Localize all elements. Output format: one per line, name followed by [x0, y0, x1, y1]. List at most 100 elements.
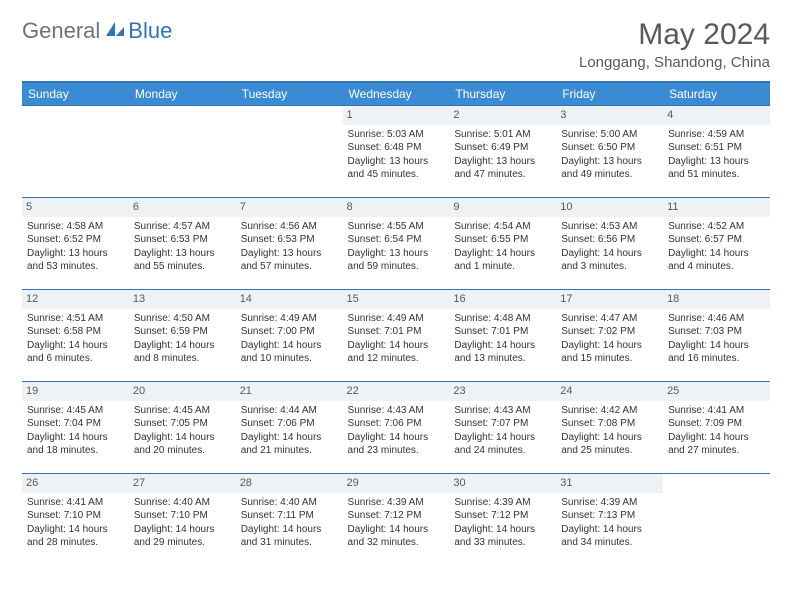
sunrise-text: Sunrise: 4:45 AM — [27, 404, 124, 418]
daylight-text-2: and 53 minutes. — [27, 260, 124, 274]
sunrise-text: Sunrise: 4:53 AM — [561, 220, 658, 234]
daylight-text-1: Daylight: 14 hours — [348, 431, 445, 445]
sunset-text: Sunset: 6:55 PM — [454, 233, 551, 247]
day-number: 29 — [343, 474, 450, 493]
daylight-text-1: Daylight: 14 hours — [348, 523, 445, 537]
day-number: 4 — [663, 106, 770, 125]
sunrise-text: Sunrise: 4:44 AM — [241, 404, 338, 418]
daylight-text-1: Daylight: 14 hours — [668, 339, 765, 353]
title-block: May 2024 Longgang, Shandong, China — [579, 18, 770, 71]
sunset-text: Sunset: 7:06 PM — [348, 417, 445, 431]
daylight-text-1: Daylight: 14 hours — [27, 523, 124, 537]
weekday-header: Saturday — [663, 82, 770, 106]
daylight-text-2: and 8 minutes. — [134, 352, 231, 366]
calendar-cell: 14Sunrise: 4:49 AMSunset: 7:00 PMDayligh… — [236, 290, 343, 382]
daylight-text-1: Daylight: 14 hours — [241, 431, 338, 445]
sunset-text: Sunset: 7:01 PM — [454, 325, 551, 339]
calendar-cell: 4Sunrise: 4:59 AMSunset: 6:51 PMDaylight… — [663, 106, 770, 198]
sunrise-text: Sunrise: 4:40 AM — [134, 496, 231, 510]
calendar-cell: 25Sunrise: 4:41 AMSunset: 7:09 PMDayligh… — [663, 382, 770, 474]
daylight-text-1: Daylight: 14 hours — [27, 431, 124, 445]
daylight-text-2: and 29 minutes. — [134, 536, 231, 550]
daylight-text-2: and 24 minutes. — [454, 444, 551, 458]
daylight-text-2: and 13 minutes. — [454, 352, 551, 366]
sunrise-text: Sunrise: 5:01 AM — [454, 128, 551, 142]
daylight-text-1: Daylight: 14 hours — [561, 247, 658, 261]
daylight-text-2: and 49 minutes. — [561, 168, 658, 182]
sunset-text: Sunset: 7:12 PM — [454, 509, 551, 523]
calendar-row: 26Sunrise: 4:41 AMSunset: 7:10 PMDayligh… — [22, 474, 770, 566]
daylight-text-1: Daylight: 14 hours — [134, 523, 231, 537]
daylight-text-1: Daylight: 14 hours — [134, 431, 231, 445]
day-number: 31 — [556, 474, 663, 493]
sunrise-text: Sunrise: 4:41 AM — [27, 496, 124, 510]
day-number: 11 — [663, 198, 770, 217]
location-label: Longgang, Shandong, China — [579, 54, 770, 71]
sunrise-text: Sunrise: 4:52 AM — [668, 220, 765, 234]
sunset-text: Sunset: 7:10 PM — [134, 509, 231, 523]
day-number: 30 — [449, 474, 556, 493]
daylight-text-1: Daylight: 14 hours — [668, 247, 765, 261]
calendar-cell: 24Sunrise: 4:42 AMSunset: 7:08 PMDayligh… — [556, 382, 663, 474]
calendar-cell: 28Sunrise: 4:40 AMSunset: 7:11 PMDayligh… — [236, 474, 343, 566]
sunrise-text: Sunrise: 4:43 AM — [348, 404, 445, 418]
calendar-cell: 31Sunrise: 4:39 AMSunset: 7:13 PMDayligh… — [556, 474, 663, 566]
calendar-cell: . — [236, 106, 343, 198]
daylight-text-2: and 4 minutes. — [668, 260, 765, 274]
calendar-table: Sunday Monday Tuesday Wednesday Thursday… — [22, 81, 770, 566]
sunrise-text: Sunrise: 4:57 AM — [134, 220, 231, 234]
daylight-text-2: and 33 minutes. — [454, 536, 551, 550]
calendar-row: 5Sunrise: 4:58 AMSunset: 6:52 PMDaylight… — [22, 198, 770, 290]
daylight-text-1: Daylight: 14 hours — [454, 339, 551, 353]
day-number: 23 — [449, 382, 556, 401]
calendar-cell: 21Sunrise: 4:44 AMSunset: 7:06 PMDayligh… — [236, 382, 343, 474]
day-number: 28 — [236, 474, 343, 493]
sunset-text: Sunset: 7:13 PM — [561, 509, 658, 523]
calendar-cell: . — [663, 474, 770, 566]
daylight-text-1: Daylight: 14 hours — [134, 339, 231, 353]
daylight-text-2: and 12 minutes. — [348, 352, 445, 366]
sunset-text: Sunset: 6:53 PM — [134, 233, 231, 247]
daylight-text-2: and 59 minutes. — [348, 260, 445, 274]
sunset-text: Sunset: 6:49 PM — [454, 141, 551, 155]
daylight-text-2: and 15 minutes. — [561, 352, 658, 366]
calendar-cell: 27Sunrise: 4:40 AMSunset: 7:10 PMDayligh… — [129, 474, 236, 566]
weekday-header: Sunday — [22, 82, 129, 106]
daylight-text-2: and 47 minutes. — [454, 168, 551, 182]
sunrise-text: Sunrise: 4:50 AM — [134, 312, 231, 326]
day-number: 1 — [343, 106, 450, 125]
day-number: 19 — [22, 382, 129, 401]
sunset-text: Sunset: 7:04 PM — [27, 417, 124, 431]
daylight-text-2: and 21 minutes. — [241, 444, 338, 458]
daylight-text-2: and 20 minutes. — [134, 444, 231, 458]
daylight-text-2: and 25 minutes. — [561, 444, 658, 458]
sunrise-text: Sunrise: 4:43 AM — [454, 404, 551, 418]
daylight-text-1: Daylight: 14 hours — [27, 339, 124, 353]
weekday-header-row: Sunday Monday Tuesday Wednesday Thursday… — [22, 82, 770, 106]
calendar-cell: 22 Sunrise: 4:43 AMSunset: 7:06 PMDayligh… — [343, 382, 450, 474]
daylight-text-1: Daylight: 13 hours — [668, 155, 765, 169]
calendar-cell: 26Sunrise: 4:41 AMSunset: 7:10 PMDayligh… — [22, 474, 129, 566]
calendar-cell: 7Sunrise: 4:56 AMSunset: 6:53 PMDaylight… — [236, 198, 343, 290]
daylight-text-1: Daylight: 14 hours — [561, 339, 658, 353]
daylight-text-2: and 55 minutes. — [134, 260, 231, 274]
sunrise-text: Sunrise: 4:49 AM — [348, 312, 445, 326]
calendar-cell: 9Sunrise: 4:54 AMSunset: 6:55 PMDaylight… — [449, 198, 556, 290]
calendar-cell: 10Sunrise: 4:53 AMSunset: 6:56 PMDayligh… — [556, 198, 663, 290]
sunset-text: Sunset: 6:56 PM — [561, 233, 658, 247]
day-number: 22 — [343, 382, 450, 401]
daylight-text-2: and 31 minutes. — [241, 536, 338, 550]
sunset-text: Sunset: 6:57 PM — [668, 233, 765, 247]
weekday-header: Friday — [556, 82, 663, 106]
sunrise-text: Sunrise: 4:40 AM — [241, 496, 338, 510]
logo-text-general: General — [22, 18, 100, 44]
day-number: 2 — [449, 106, 556, 125]
daylight-text-2: and 3 minutes. — [561, 260, 658, 274]
day-number: 17 — [556, 290, 663, 309]
calendar-cell: 8Sunrise: 4:55 AMSunset: 6:54 PMDaylight… — [343, 198, 450, 290]
daylight-text-1: Daylight: 14 hours — [454, 247, 551, 261]
weekday-header: Tuesday — [236, 82, 343, 106]
daylight-text-1: Daylight: 14 hours — [454, 431, 551, 445]
calendar-cell: 30Sunrise: 4:39 AMSunset: 7:12 PMDayligh… — [449, 474, 556, 566]
calendar-row: 12Sunrise: 4:51 AMSunset: 6:58 PMDayligh… — [22, 290, 770, 382]
